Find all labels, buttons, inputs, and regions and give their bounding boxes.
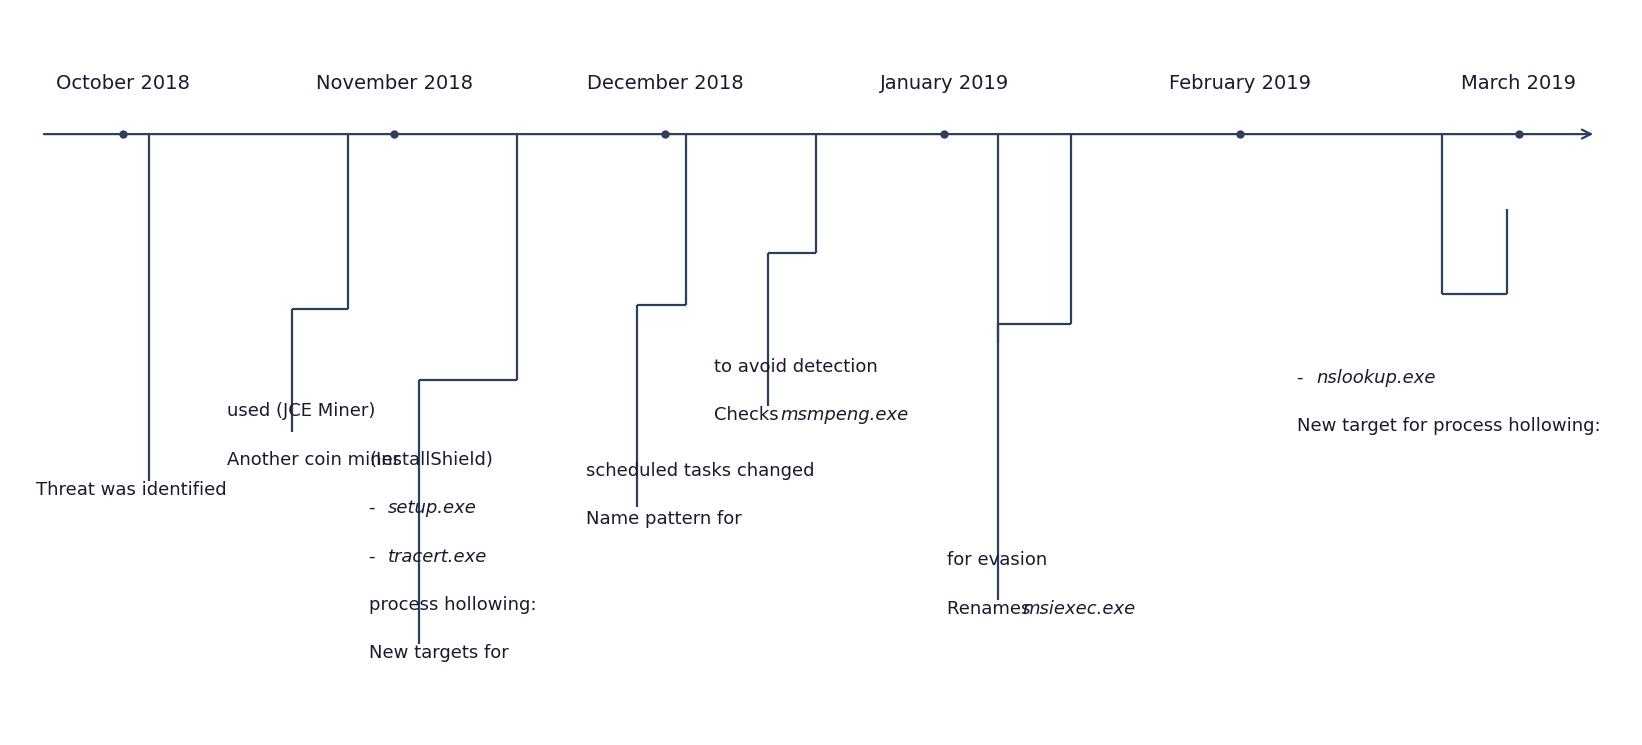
Text: Name pattern for: Name pattern for bbox=[586, 510, 742, 528]
Text: used (JCE Miner): used (JCE Miner) bbox=[227, 402, 374, 420]
Text: to avoid detection: to avoid detection bbox=[714, 358, 878, 375]
Text: -: - bbox=[369, 499, 381, 517]
Text: nslookup.exe: nslookup.exe bbox=[1315, 369, 1435, 387]
Text: msiexec.exe: msiexec.exe bbox=[1023, 600, 1136, 618]
Text: Another coin miner: Another coin miner bbox=[227, 451, 401, 469]
Text: Threat was identified: Threat was identified bbox=[36, 481, 227, 498]
Text: January 2019: January 2019 bbox=[880, 74, 1008, 93]
Text: Checks: Checks bbox=[714, 406, 785, 424]
Text: New targets for: New targets for bbox=[369, 644, 509, 662]
Text: scheduled tasks changed: scheduled tasks changed bbox=[586, 462, 814, 480]
Text: (InstallShield): (InstallShield) bbox=[369, 451, 493, 469]
Text: March 2019: March 2019 bbox=[1461, 74, 1576, 93]
Text: -: - bbox=[369, 548, 381, 565]
Text: tracert.exe: tracert.exe bbox=[388, 548, 488, 565]
Text: December 2018: December 2018 bbox=[586, 74, 744, 93]
Text: setup.exe: setup.exe bbox=[388, 499, 478, 517]
Text: February 2019: February 2019 bbox=[1169, 74, 1310, 93]
Text: process hollowing:: process hollowing: bbox=[369, 596, 537, 614]
Text: November 2018: November 2018 bbox=[315, 74, 473, 93]
Text: for evasion: for evasion bbox=[947, 551, 1048, 569]
Text: -: - bbox=[1297, 369, 1309, 387]
Text: October 2018: October 2018 bbox=[56, 74, 190, 93]
Text: Renames: Renames bbox=[947, 600, 1036, 618]
Text: msmpeng.exe: msmpeng.exe bbox=[780, 406, 908, 424]
Text: New target for process hollowing:: New target for process hollowing: bbox=[1297, 417, 1601, 435]
